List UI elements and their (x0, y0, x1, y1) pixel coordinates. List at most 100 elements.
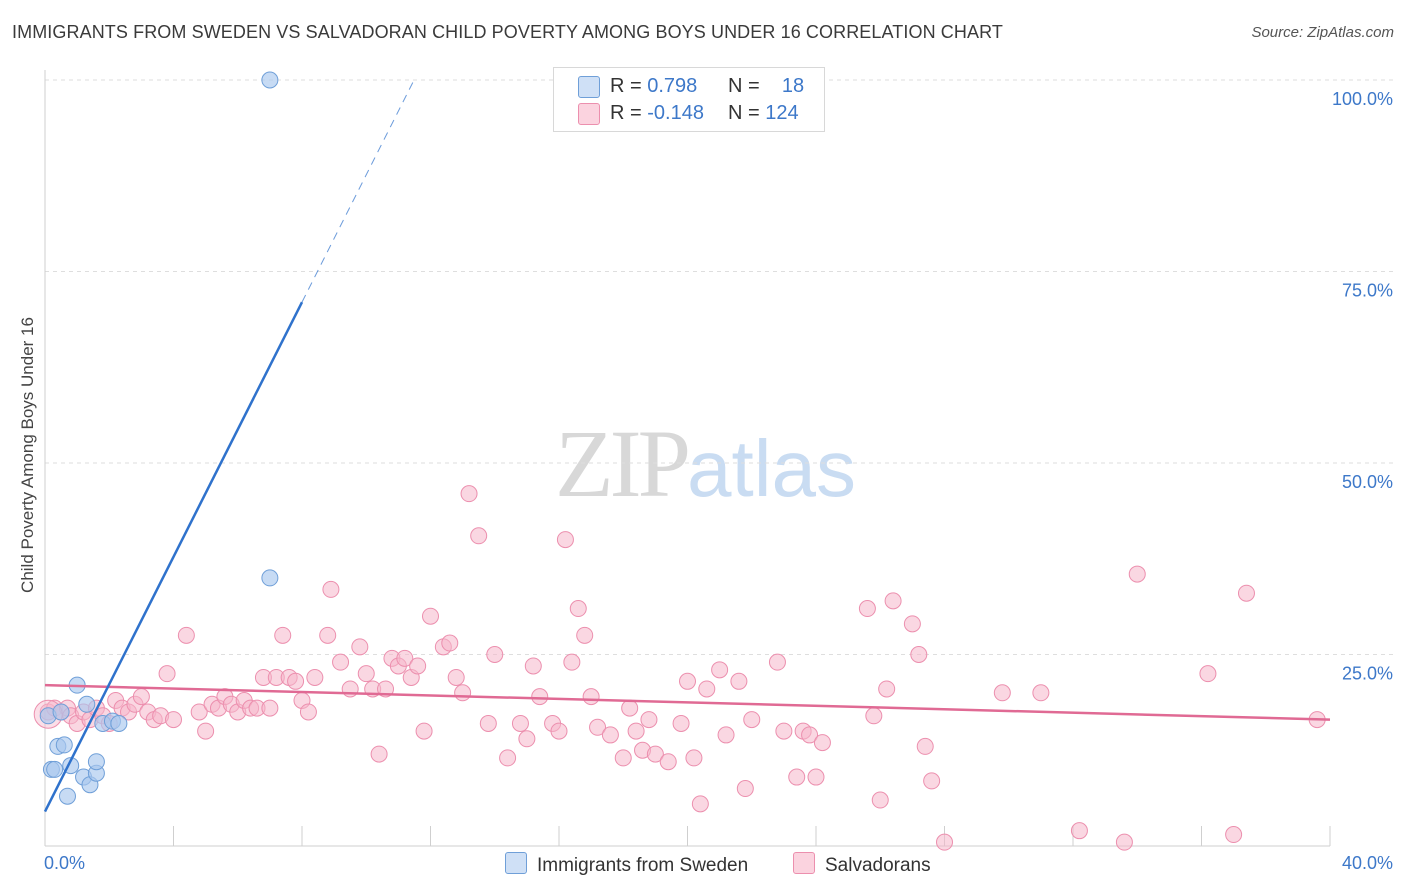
salvadorans-point (299, 703, 317, 721)
salvadorans-point (556, 531, 574, 549)
salvadorans-point (1115, 833, 1133, 851)
salvadorans-point (274, 626, 292, 644)
salvadorans-point (698, 680, 716, 698)
salvadorans-point (351, 638, 369, 656)
sweden-point (110, 714, 128, 732)
x-tick-label: 40.0% (1342, 853, 1393, 873)
legend-swatch-sweden (578, 76, 600, 98)
x-tick-label: 0.0% (44, 853, 85, 873)
salvadorans-point (261, 699, 279, 717)
salvadorans-point (177, 626, 195, 644)
salvadorans-point (807, 768, 825, 786)
salvadorans-point (190, 703, 208, 721)
sweden-point (58, 787, 76, 805)
salvadorans-point (1070, 822, 1088, 840)
salvadorans-point (518, 730, 536, 748)
salvadorans-point (409, 657, 427, 675)
salvadorans-point (865, 707, 883, 725)
salvadorans-point (550, 722, 568, 740)
salvadorans-point (470, 527, 488, 545)
sweden-trend-line (43, 301, 304, 813)
salvadorans-point (743, 711, 761, 729)
salvadorans-point (332, 653, 350, 671)
sweden-point (46, 760, 64, 778)
salvadorans-point (479, 714, 497, 732)
salvadorans-point (589, 718, 607, 736)
y-tick-label: 75.0% (1342, 281, 1393, 301)
salvadorans-point (165, 711, 182, 729)
salvadorans-point (858, 600, 876, 618)
legend-n-label: N = (728, 102, 766, 124)
bottom-legend-swatch-salvadorans (793, 852, 815, 874)
sweden-point (55, 736, 73, 754)
sweden-point (261, 71, 279, 89)
bottom-legend-label: Immigrants from Sweden (537, 855, 749, 876)
salvadorans-point (775, 722, 793, 740)
source-label: Source: ZipAtlas.com (1251, 24, 1394, 41)
salvadorans-point (685, 749, 703, 767)
salvadorans-point (903, 615, 921, 633)
salvadorans-point (396, 649, 414, 667)
salvadorans-point (813, 734, 831, 752)
salvadorans-point (524, 657, 542, 675)
salvadorans-point (801, 726, 819, 744)
y-tick-label: 25.0% (1342, 664, 1393, 684)
salvadorans-point (711, 661, 729, 679)
salvadorans-point (158, 665, 176, 683)
salvadorans-point (717, 726, 735, 744)
correlation-legend: R = 0.798 N = 18 R = -0.148 N = 124 (553, 67, 825, 132)
salvadorans-point (454, 684, 472, 702)
bottom-legend-swatch-sweden (505, 852, 527, 874)
salvadorans-point (1237, 584, 1255, 602)
salvadorans-point (672, 714, 690, 732)
salvadorans-point (768, 653, 786, 671)
bottom-legend-label: Salvadorans (825, 855, 931, 876)
legend-n-value: 124 (765, 102, 799, 124)
salvadorans-point (132, 688, 150, 706)
y-tick-label: 100.0% (1332, 89, 1393, 109)
salvadorans-point (576, 626, 594, 644)
legend-r-value: 0.798 (647, 75, 698, 97)
legend-n-label: N = (728, 75, 766, 97)
salvadorans-point (627, 722, 645, 740)
sweden-point (78, 695, 96, 713)
salvadorans-point (582, 688, 600, 706)
salvadorans-point (511, 714, 529, 732)
salvadorans-point (306, 668, 324, 686)
salvadorans-point (1225, 826, 1243, 844)
salvadorans-point (531, 688, 549, 706)
legend-swatch-salvadorans (578, 103, 600, 125)
salvadorans-point (1199, 665, 1217, 683)
salvadorans-point (486, 646, 504, 663)
salvadorans-point (614, 749, 632, 767)
sweden-point (52, 703, 70, 721)
salvadorans-point (460, 485, 478, 503)
salvadorans-point (923, 772, 941, 790)
salvadorans-point (691, 795, 709, 813)
salvadorans-point (884, 592, 902, 610)
salvadorans-point (936, 833, 953, 851)
legend-r-label: R = (610, 102, 648, 124)
salvadorans-point (601, 726, 619, 744)
salvadorans-point (788, 768, 806, 786)
salvadorans-point (910, 646, 928, 663)
salvadorans-point (441, 634, 459, 652)
salvadorans-point (621, 699, 639, 717)
salvadorans-point (415, 722, 433, 740)
salvadorans-point (422, 607, 439, 625)
salvadorans-point (563, 653, 581, 671)
salvadorans-point (916, 737, 934, 755)
bottom-legend-sweden: Immigrants from Sweden (505, 852, 748, 877)
salvadorans-point (1032, 684, 1050, 702)
watermark: ZIPatlas (555, 408, 856, 519)
chart-title: IMMIGRANTS FROM SWEDEN VS SALVADORAN CHI… (12, 22, 1003, 42)
salvadorans-point (730, 672, 748, 690)
salvadorans-point (499, 749, 517, 767)
salvadorans-point (640, 711, 658, 729)
bottom-legend-salvadorans: Salvadorans (793, 852, 931, 877)
salvadorans-point (322, 580, 340, 598)
salvadorans-point (569, 600, 587, 618)
salvadorans-point (736, 780, 754, 798)
sweden-trend-extension (301, 79, 415, 303)
